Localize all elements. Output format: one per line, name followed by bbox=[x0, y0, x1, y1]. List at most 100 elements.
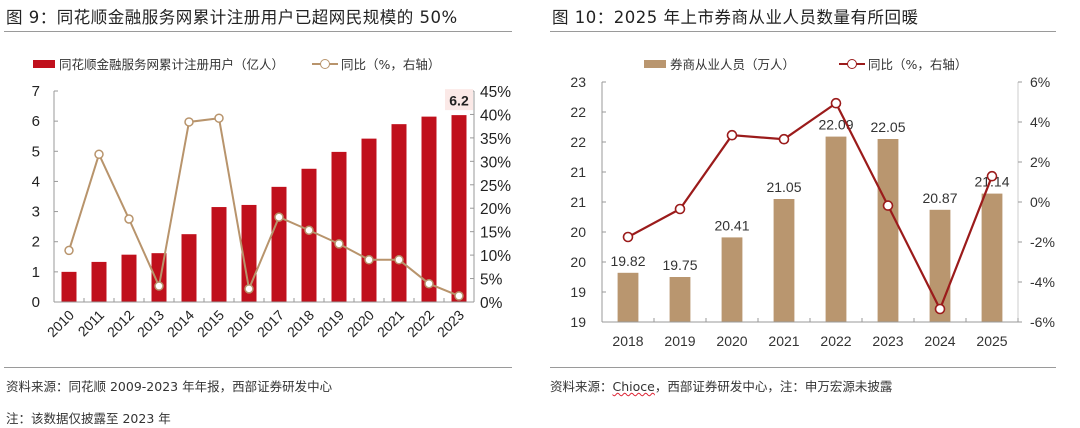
source-brand: Chioce bbox=[612, 379, 655, 394]
bar-2022 bbox=[825, 136, 847, 322]
yoy-point-2010 bbox=[64, 245, 74, 256]
bar-value-label: 21.05 bbox=[766, 179, 801, 195]
x-tick-label: 2014 bbox=[164, 307, 197, 340]
x-tick-label: 2012 bbox=[104, 307, 137, 340]
right-tick-label: 10% bbox=[480, 248, 511, 265]
x-tick-label: 2018 bbox=[612, 333, 643, 349]
yoy-point-2025 bbox=[986, 170, 998, 182]
yoy-point-2018 bbox=[622, 231, 634, 243]
right-tick-label: 2% bbox=[1030, 154, 1050, 170]
left-tick-label: 5 bbox=[32, 143, 40, 160]
right-tick-label: 25% bbox=[480, 178, 511, 195]
bar-value-label: 21.14 bbox=[974, 174, 1009, 190]
yoy-point-2018 bbox=[304, 225, 314, 236]
x-tick-label: 2017 bbox=[254, 307, 287, 340]
right-tick-label: 40% bbox=[480, 107, 511, 124]
left-tick-label: 6 bbox=[32, 113, 40, 130]
source-divider bbox=[550, 367, 1056, 368]
yoy-line bbox=[68, 117, 460, 297]
yoy-point-2016 bbox=[244, 284, 254, 294]
x-tick-label: 2018 bbox=[284, 307, 317, 340]
x-tick-label: 2023 bbox=[872, 333, 903, 349]
x-tick-label: 2025 bbox=[976, 333, 1007, 349]
title-divider bbox=[4, 31, 512, 32]
left-tick-label: 22 bbox=[570, 134, 586, 150]
bar-value-label: 22.05 bbox=[870, 119, 905, 135]
yoy-point-2017 bbox=[274, 212, 284, 222]
yoy-point-2011 bbox=[94, 149, 104, 160]
yoy-line bbox=[627, 101, 994, 312]
footnote: 注：该数据仅披露至 2023 年 bbox=[6, 411, 171, 426]
left-tick-label: 19 bbox=[570, 284, 586, 300]
x-tick-label: 2011 bbox=[75, 307, 108, 340]
yoy-point-2012 bbox=[124, 214, 134, 224]
x-tick-label: 2023 bbox=[434, 307, 467, 340]
x-tick-label: 2021 bbox=[374, 307, 407, 340]
right-tick-label: 30% bbox=[480, 154, 511, 171]
source-prefix: 资料来源： bbox=[550, 379, 613, 394]
title-divider bbox=[550, 31, 1056, 32]
x-tick-label: 2022 bbox=[404, 307, 437, 340]
x-tick-label: 2024 bbox=[924, 333, 955, 349]
bar-2021 bbox=[391, 124, 407, 303]
legend-line-swatch bbox=[839, 58, 866, 70]
bar-2010 bbox=[61, 271, 77, 302]
left-tick-label: 21 bbox=[570, 194, 586, 210]
yoy-point-2023 bbox=[454, 291, 464, 301]
left-tick-label: 7 bbox=[32, 83, 40, 100]
yoy-point-2013 bbox=[154, 281, 164, 291]
bar-2023 bbox=[877, 139, 899, 322]
legend-bar-swatch bbox=[644, 59, 666, 68]
x-tick-label: 2021 bbox=[768, 333, 799, 349]
figure-9-panel: 图 9：同花顺金融服务网累计注册用户已超网民规模的 50% 同花顺金融服务网累计… bbox=[4, 8, 512, 426]
legend-line-label: 同比（%，右轴） bbox=[868, 57, 968, 72]
bar-value-label: 19.75 bbox=[662, 257, 697, 273]
source-note: 资料来源：Chioce，西部证券研发中心，注：申万宏源未披露 bbox=[550, 376, 892, 395]
source-divider bbox=[4, 367, 512, 368]
right-tick-label: 45% bbox=[480, 84, 511, 101]
right-tick-label: 5% bbox=[480, 272, 503, 289]
brokerage-staff-chart: 191920202121222223-6%-4%-2%0%2%4%6%19.82… bbox=[570, 74, 1055, 349]
bar-2019 bbox=[331, 151, 347, 302]
left-tick-label: 4 bbox=[32, 173, 40, 190]
left-tick-label: 2 bbox=[32, 234, 40, 251]
legend-bar-swatch bbox=[33, 59, 55, 68]
legend-bar-label: 同花顺金融服务网累计注册用户（亿人） bbox=[59, 57, 285, 72]
figure-9-title: 图 9：同花顺金融服务网累计注册用户已超网民规模的 50% bbox=[6, 8, 458, 27]
right-tick-label: 15% bbox=[480, 225, 511, 242]
legend-left: 同花顺金融服务网累计注册用户（亿人） 同比（%，右轴） bbox=[33, 54, 440, 73]
bar-2018 bbox=[617, 272, 639, 322]
right-tick-label: 0% bbox=[1030, 194, 1050, 210]
bar-value-label: 19.82 bbox=[610, 253, 645, 269]
legend-right: 券商从业人员（万人） 同比（%，右轴） bbox=[644, 54, 967, 73]
right-tick-label: 35% bbox=[480, 131, 511, 148]
legend-line-swatch bbox=[312, 58, 339, 70]
left-tick-label: 1 bbox=[32, 264, 40, 281]
yoy-point-2015 bbox=[214, 113, 224, 123]
legend-line-label: 同比（%，右轴） bbox=[341, 57, 441, 72]
yoy-point-2023 bbox=[882, 200, 894, 211]
x-tick-label: 2015 bbox=[194, 307, 227, 340]
bar-2015 bbox=[211, 207, 227, 302]
bar-2023 bbox=[451, 115, 467, 302]
yoy-point-2019 bbox=[334, 239, 344, 249]
right-tick-label: 4% bbox=[1030, 114, 1050, 130]
right-tick-label: -6% bbox=[1030, 314, 1055, 330]
bar-2020 bbox=[721, 237, 743, 322]
right-tick-label: 20% bbox=[480, 201, 511, 218]
bar-2021 bbox=[773, 199, 795, 322]
x-tick-label: 2022 bbox=[820, 333, 851, 349]
yoy-point-2014 bbox=[184, 117, 194, 127]
x-tick-label: 2016 bbox=[224, 307, 257, 340]
left-tick-label: 19 bbox=[570, 314, 586, 330]
bar-value-label: 22.09 bbox=[818, 117, 853, 133]
bar-value-label: 20.41 bbox=[714, 217, 749, 233]
yoy-point-2020 bbox=[364, 255, 374, 265]
figure-10-title: 图 10：2025 年上市券商从业人员数量有所回暖 bbox=[552, 8, 919, 27]
source-note: 资料来源：同花顺 2009-2023 年年报，西部证券研发中心 bbox=[6, 379, 333, 394]
right-tick-label: 6% bbox=[1030, 74, 1050, 90]
left-tick-label: 21 bbox=[570, 164, 586, 180]
right-tick-label: -2% bbox=[1030, 234, 1055, 250]
yoy-point-2022 bbox=[830, 97, 842, 109]
x-tick-label: 2013 bbox=[134, 307, 167, 340]
